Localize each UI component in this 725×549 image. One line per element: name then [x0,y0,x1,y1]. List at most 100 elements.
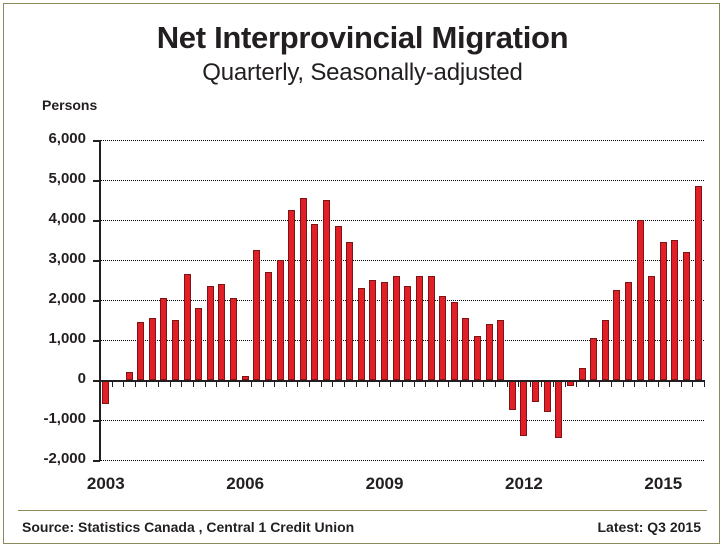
x-tick-label: 2012 [505,474,543,493]
x-tick-mark [587,380,589,387]
x-tick-mark [483,380,485,387]
x-tick-mark [541,380,543,387]
y-tick-mark [93,180,100,182]
bar [125,372,133,380]
bar [415,276,423,380]
x-tick-mark [355,380,357,387]
x-tick-mark [611,380,613,387]
x-tick-mark [622,380,624,387]
bar [671,240,679,380]
x-tick-mark [413,380,415,387]
bar [613,290,621,380]
x-tick-mark [680,380,682,387]
bar [683,252,691,380]
x-tick-mark [506,380,508,387]
y-tick-label: 1,000 [48,330,86,347]
x-tick-mark [146,380,148,387]
gridline [100,140,704,141]
bar [299,198,307,380]
gridline [100,260,704,261]
bar [206,286,214,380]
bar [532,380,540,402]
bar [137,322,145,380]
x-tick-mark [251,380,252,387]
bar [102,380,110,404]
x-tick-mark [181,380,183,387]
bar [404,286,412,380]
x-tick-mark [645,380,647,387]
gridline [100,340,704,341]
y-tick-label: 5,000 [48,170,86,187]
bar [450,302,458,380]
bar [601,320,609,380]
x-tick-mark [204,380,206,387]
chart-subtitle: Quarterly, Seasonally-adjusted [202,59,523,86]
gridline [100,220,704,221]
bar [160,298,168,380]
bar [543,380,551,412]
bar [497,320,505,380]
x-tick-mark [378,380,380,387]
y-tick-label: 0 [77,370,86,387]
x-tick-mark [669,380,671,387]
bar [288,210,296,380]
bar [172,320,179,380]
bar [555,380,563,438]
bar [323,200,330,380]
gridline [100,460,704,461]
bar [264,272,272,380]
x-tick-mark [274,380,276,387]
plot-area: 6,000 5,000 4,000 3,000 2,000 1,000 0 -1,000 -2,… [43,130,705,493]
gridline [100,300,704,301]
bar [636,220,644,380]
x-tick-label: 2003 [86,474,125,493]
y-tick-mark [93,260,100,262]
y-tick-mark [93,420,100,422]
bar [253,250,261,380]
bar [334,226,342,380]
x-tick-mark [390,380,392,387]
bar [508,380,516,410]
bar [183,274,191,380]
bar [392,276,400,380]
y-tick-mark [93,340,100,342]
bar [218,284,226,380]
x-tick-mark [320,380,322,387]
x-tick-label: 2006 [226,474,265,493]
x-tick-mark [402,380,403,387]
x-tick-mark [704,380,705,387]
bar [311,224,319,380]
bar [625,282,632,380]
x-tick-mark [239,380,241,387]
x-tick-mark [343,380,345,387]
x-tick-mark [692,380,694,387]
y-tick-mark [93,140,100,142]
y-tick-mark [93,460,100,462]
y-tick-label: -1,000 [43,410,86,427]
bar [369,280,377,380]
y-tick-mark [93,220,100,222]
bar [659,242,667,380]
x-tick-mark [529,380,531,387]
x-tick-mark [367,380,369,387]
bar [346,242,354,380]
bar [357,288,365,380]
x-tick-mark [285,380,287,387]
bar [230,298,238,380]
x-tick-mark [332,380,334,387]
x-tick-mark [599,380,601,387]
gridline [100,420,704,421]
y-axis-label: Persons [42,97,98,113]
bar [381,282,389,380]
y-tick-label: -2,000 [43,450,86,467]
source-note: Source: Statistics Canada , Central 1 Cr… [22,519,355,535]
bar [590,338,598,380]
y-tick-label: 6,000 [48,130,86,147]
x-tick-mark [576,380,578,387]
y-axis-line [99,140,101,460]
x-tick-mark [634,380,636,387]
bar [241,376,249,380]
bar [439,296,447,380]
bar [148,318,156,380]
x-tick-mark [494,380,496,387]
